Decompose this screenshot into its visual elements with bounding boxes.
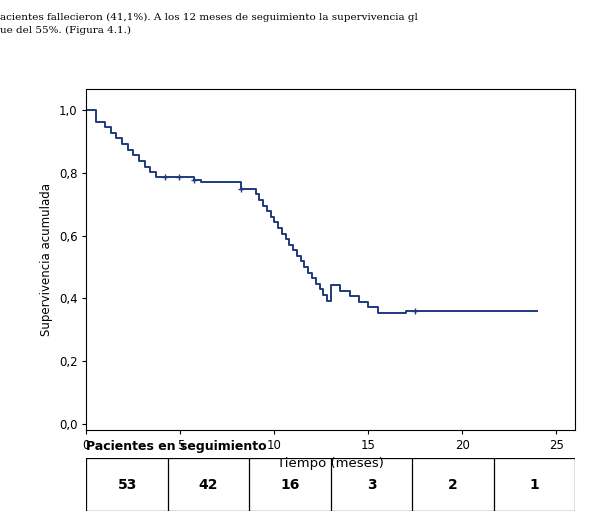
Text: 42: 42	[199, 478, 218, 491]
Text: Pacientes en seguimiento: Pacientes en seguimiento	[86, 440, 267, 453]
Text: 53: 53	[117, 478, 137, 491]
Y-axis label: Supervivencia acumulada: Supervivencia acumulada	[40, 183, 53, 336]
Text: 16: 16	[280, 478, 300, 491]
Text: 1: 1	[529, 478, 539, 491]
Text: acientes fallecieron (41,1%). A los 12 meses de seguimiento la supervivencia gl: acientes fallecieron (41,1%). A los 12 m…	[0, 13, 418, 22]
Text: 2: 2	[448, 478, 458, 491]
X-axis label: Tiempo (meses): Tiempo (meses)	[277, 457, 384, 470]
Text: 3: 3	[367, 478, 376, 491]
Text: ue del 55%. (Figura 4.1.): ue del 55%. (Figura 4.1.)	[0, 26, 131, 35]
